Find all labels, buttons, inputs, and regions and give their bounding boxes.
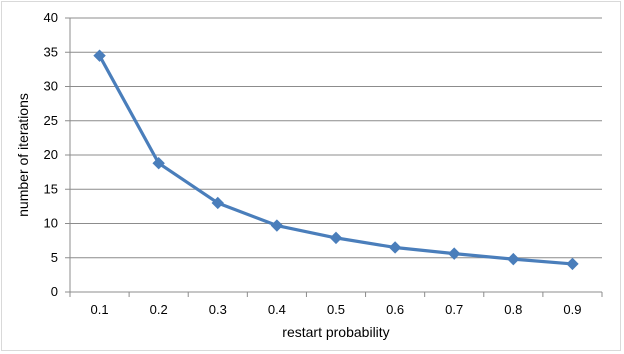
x-tick-label: 0.6: [386, 302, 404, 317]
y-tick-label: 35: [44, 44, 58, 59]
y-tick-label: 20: [44, 147, 58, 162]
y-tick-label: 25: [44, 113, 58, 128]
data-point-marker: [329, 231, 343, 245]
x-tick-label: 0.5: [327, 302, 345, 317]
data-point-marker: [152, 157, 165, 170]
x-tick-label: 0.8: [504, 302, 522, 317]
y-tick-label: 5: [51, 250, 58, 265]
x-tick-label: 0.7: [445, 302, 463, 317]
data-point-marker: [211, 196, 224, 210]
y-tick-label: 30: [44, 79, 58, 94]
y-tick-label: 40: [44, 10, 58, 25]
data-point-marker: [566, 257, 579, 271]
y-tick-label: 0: [51, 284, 58, 299]
y-tick-labels: 0 5 10 15 20 25 30 35 40: [44, 10, 58, 299]
y-tick-label: 10: [44, 216, 58, 231]
data-point-marker: [270, 219, 284, 232]
x-tick-label: 0.4: [268, 302, 286, 317]
x-tick-label: 0.2: [150, 302, 168, 317]
gridlines: [70, 17, 602, 259]
y-axis-title: number of iterations: [15, 93, 31, 217]
data-point-marker: [93, 49, 106, 62]
data-point-marker: [388, 241, 402, 254]
series-layer: [93, 49, 579, 271]
x-tick-label: 0.9: [563, 302, 581, 317]
x-tick-label: 0.1: [91, 302, 109, 317]
x-tick-label: 0.3: [209, 302, 227, 317]
y-tick-label: 15: [44, 181, 58, 196]
axes: [65, 17, 603, 297]
x-axis-title: restart probability: [282, 324, 389, 340]
data-point-marker: [507, 252, 520, 266]
x-tick-labels: 0.1 0.2 0.3 0.4 0.5 0.6 0.7 0.8 0.9: [91, 302, 582, 317]
data-point-marker: [448, 247, 461, 260]
